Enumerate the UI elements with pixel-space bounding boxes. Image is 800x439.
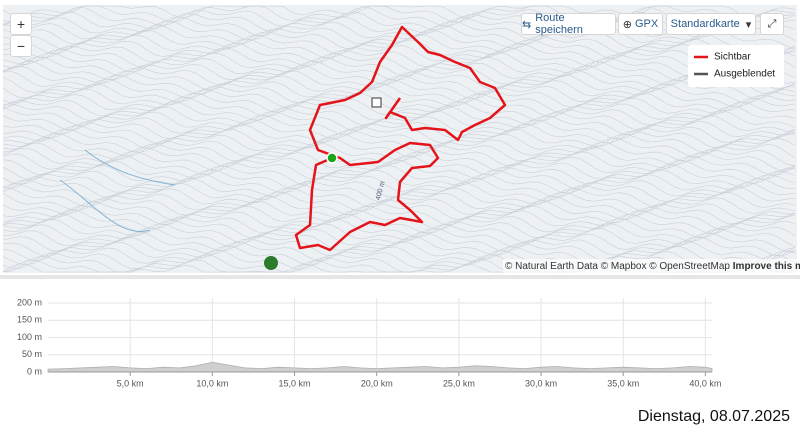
contour (2, 231, 796, 253)
y-tick-label: 200 m (17, 297, 42, 307)
contour (2, 5, 796, 23)
zoom-in[interactable]: + (10, 13, 32, 35)
contour (2, 42, 796, 64)
contour (2, 78, 795, 100)
legend-label: Sichtbar (714, 52, 751, 63)
contour (2, 205, 796, 226)
elevation-chart: 0 m 50 m 100 m 150 m 200 m 5,0 km 10,0 km 15,0 … (17, 297, 721, 388)
contour (2, 115, 796, 136)
zoom-out[interactable]: − (10, 35, 32, 57)
elevation-area (47, 361, 713, 373)
contour (2, 164, 796, 185)
contour (2, 47, 796, 68)
route (294, 25, 507, 252)
y-tick-label: 150 m (17, 315, 42, 325)
contour (2, 60, 796, 82)
contour (2, 110, 796, 131)
save-route-button[interactable]: ⇆ Route speichern (521, 12, 616, 36)
contour (2, 119, 796, 140)
button-label: Standardkarte (670, 18, 740, 30)
x-tick-label: 10,0 km (196, 378, 228, 388)
contour (2, 11, 796, 32)
contour (2, 92, 796, 113)
contour (2, 200, 795, 221)
contour (2, 15, 796, 37)
contour (2, 24, 796, 46)
legend-box (688, 45, 784, 87)
x-tick-label: 40,0 km (689, 378, 721, 388)
river (59, 149, 176, 233)
contour (2, 213, 796, 235)
x-tick-label: 15,0 km (279, 378, 311, 388)
contour (2, 241, 796, 262)
contour (2, 29, 796, 50)
contour (2, 96, 796, 118)
x-tick-label: 30,0 km (525, 378, 557, 388)
contour (2, 83, 796, 104)
contour (2, 6, 796, 28)
contour-label: 400 m (375, 180, 387, 201)
button-label: Route speichern (535, 12, 583, 36)
contour (2, 227, 796, 248)
contour (2, 38, 796, 59)
legend-label: Ausgeblendet (714, 69, 775, 80)
contour (2, 101, 795, 122)
poi-marker[interactable] (264, 256, 278, 270)
y-tick-label: 50 m (22, 349, 42, 359)
fullscreen-button[interactable]: ⤢ (760, 13, 784, 35)
x-tick-label: 25,0 km (443, 378, 475, 388)
contour (2, 33, 796, 55)
contour (2, 236, 796, 257)
x-tick-label: 5,0 km (117, 378, 144, 388)
contour (2, 155, 796, 176)
x-tick-label: 35,0 km (607, 378, 639, 388)
y-tick-label: 100 m (17, 332, 42, 342)
map-background (3, 5, 797, 273)
start-marker[interactable] (326, 152, 338, 164)
divider (0, 275, 800, 279)
finish-marker[interactable] (371, 97, 382, 108)
date: Dienstag, 08.07.2025 (637, 408, 790, 425)
contour (2, 249, 796, 270)
attribution: © Natural Earth Data © Mapbox © OpenStre… (505, 261, 800, 272)
contour (2, 169, 796, 190)
button-label: GPX (634, 18, 659, 30)
contour (2, 245, 796, 266)
attribution-bg (503, 259, 797, 273)
y-tick-label: 0 m (27, 366, 42, 376)
contour (2, 146, 796, 167)
contour (2, 159, 796, 181)
attribution-text: © Natural Earth Data © Mapbox © OpenStre… (505, 261, 730, 272)
map-style-button[interactable]: Standardkarte ▾ (666, 13, 756, 35)
contour (2, 123, 796, 144)
contour (2, 137, 796, 158)
contour (2, 222, 796, 244)
improve-link[interactable]: Improve this map (733, 261, 800, 272)
x-tick-label: 20,0 km (361, 378, 393, 388)
contour (2, 56, 796, 77)
contour (2, 128, 796, 149)
contour (2, 254, 796, 273)
gpx-button[interactable]: ⊕ GPX (618, 13, 663, 35)
contour (2, 74, 796, 95)
